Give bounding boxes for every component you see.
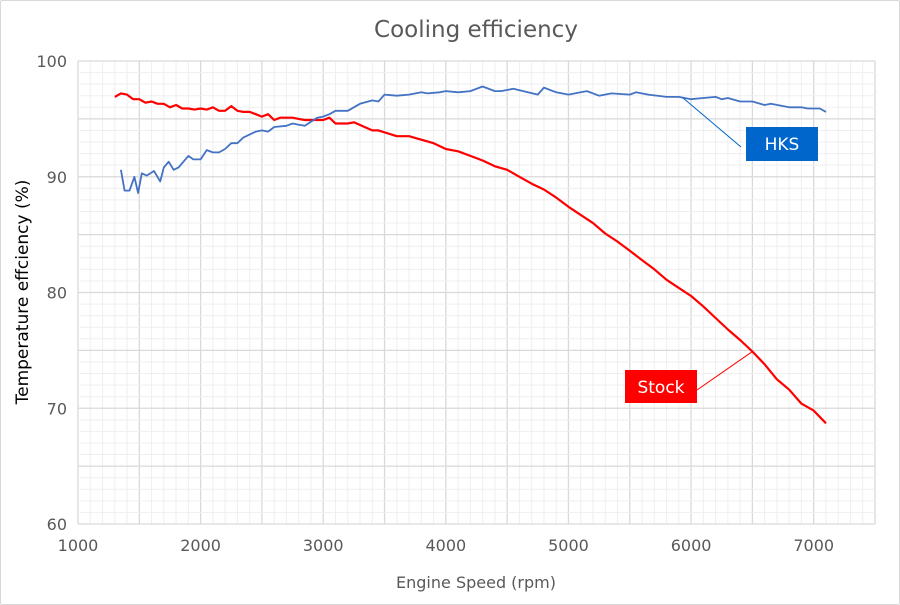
x-tick-label: 3000 bbox=[303, 536, 344, 555]
stock-label: Stock bbox=[637, 378, 684, 398]
y-tick-label: 60 bbox=[47, 515, 67, 534]
x-tick-label: 7000 bbox=[793, 536, 834, 555]
y-axis-title: Temperature effciency (%) bbox=[13, 180, 33, 406]
hks-leader-line bbox=[682, 97, 742, 148]
series-line-stock bbox=[114, 92, 827, 425]
hks-label-box bbox=[746, 127, 818, 161]
x-tick-label: 4000 bbox=[425, 536, 466, 555]
x-tick-label: 6000 bbox=[671, 536, 712, 555]
series-labels: Stock HKS bbox=[625, 97, 818, 403]
grid bbox=[77, 60, 876, 525]
y-tick-label: 90 bbox=[47, 168, 67, 187]
y-tick-label: 80 bbox=[47, 284, 67, 303]
x-tick-label: 1000 bbox=[58, 536, 99, 555]
y-tick-label: 70 bbox=[47, 399, 67, 418]
series-line-hks bbox=[120, 85, 827, 194]
series-lines bbox=[114, 85, 827, 425]
hks-label: HKS bbox=[765, 135, 800, 155]
stock-leader-line bbox=[696, 351, 753, 391]
stock-label-box bbox=[625, 370, 697, 403]
chart-title: Cooling efficiency bbox=[374, 17, 578, 43]
y-tick-label: 100 bbox=[36, 52, 67, 71]
tick-labels: 1000 2000 3000 4000 5000 6000 7000 60 70 80 90 100 bbox=[36, 52, 834, 555]
x-axis-title: Engine Speed (rpm) bbox=[396, 573, 556, 592]
x-tick-label: 5000 bbox=[548, 536, 589, 555]
x-tick-label: 2000 bbox=[180, 536, 221, 555]
